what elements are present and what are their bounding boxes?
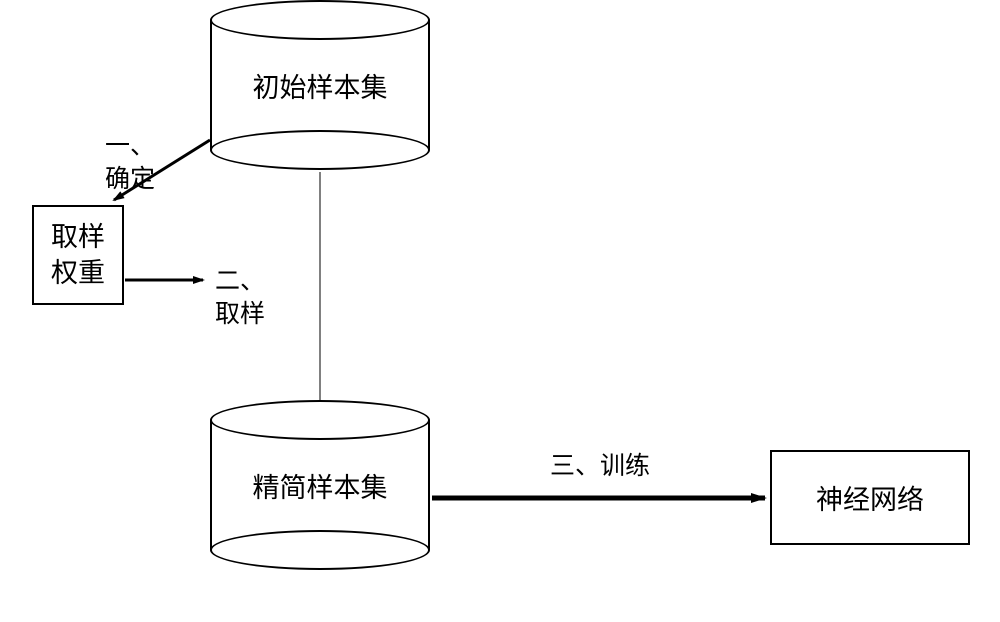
edge-label-determine: 一、 确定 [105, 130, 155, 195]
label-initial-sample-set: 初始样本集 [253, 66, 388, 105]
label-neural-network: 神经网络 [816, 478, 924, 517]
box-sampling-weight: 取样 权重 [32, 205, 124, 305]
cylinder-reduced-sample-set: 精简样本集 [210, 420, 430, 550]
cylinder-initial-sample-set: 初始样本集 [210, 20, 430, 150]
label-sampling-weight: 取样 权重 [51, 219, 105, 292]
edge-label-train: 三、训练 [550, 450, 650, 483]
label-reduced-sample-set: 精简样本集 [253, 466, 388, 505]
box-neural-network: 神经网络 [770, 450, 970, 545]
edge-label-sample: 二、 取样 [215, 265, 265, 330]
